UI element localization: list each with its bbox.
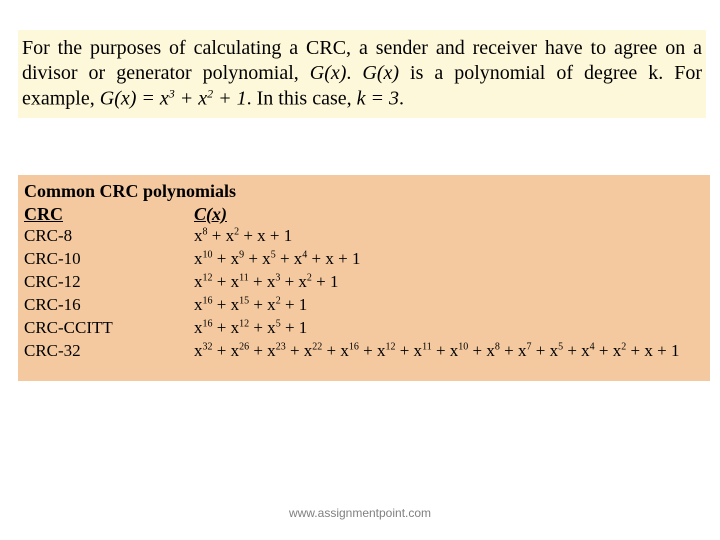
crc-name: CRC-12 <box>24 271 194 294</box>
crc-polynomial: x16 + x15 + x2 + 1 <box>194 294 307 317</box>
crc-table: Common CRC polynomials CRC C(x) CRC-8x8 … <box>18 175 710 381</box>
intro-gx1: G(x) <box>310 62 347 84</box>
intro-t6: . In this case, <box>247 88 357 110</box>
intro-t5: + 1 <box>213 88 247 110</box>
table-row: CRC-10x10 + x9 + x5 + x4 + x + 1 <box>24 248 704 271</box>
crc-name: CRC-32 <box>24 340 194 363</box>
table-body: CRC-8x8 + x2 + x + 1CRC-10x10 + x9 + x5 … <box>24 225 704 363</box>
crc-name: CRC-8 <box>24 225 194 248</box>
crc-name: CRC-10 <box>24 248 194 271</box>
table-row: CRC-32x32 + x26 + x23 + x22 + x16 + x12 … <box>24 340 704 363</box>
intro-gx3: G(x) = x <box>100 88 169 110</box>
intro-t7: . <box>399 88 404 110</box>
table-row: CRC-12x12 + x11 + x3 + x2 + 1 <box>24 271 704 294</box>
intro-t2: . <box>346 62 362 84</box>
header-crc: CRC <box>24 204 194 225</box>
table-title: Common CRC polynomials <box>24 181 704 202</box>
crc-polynomial: x10 + x9 + x5 + x4 + x + 1 <box>194 248 360 271</box>
table-row: CRC-8x8 + x2 + x + 1 <box>24 225 704 248</box>
crc-polynomial: x16 + x12 + x5 + 1 <box>194 317 307 340</box>
intro-t4: + x <box>175 88 207 110</box>
intro-gx2: G(x) <box>362 62 399 84</box>
table-row: CRC-16x16 + x15 + x2 + 1 <box>24 294 704 317</box>
footer-text: www.assignmentpoint.com <box>0 506 720 520</box>
crc-name: CRC-16 <box>24 294 194 317</box>
crc-name: CRC-CCITT <box>24 317 194 340</box>
table-header-row: CRC C(x) <box>24 204 704 225</box>
intro-paragraph: For the purposes of calculating a CRC, a… <box>18 30 706 118</box>
crc-polynomial: x8 + x2 + x + 1 <box>194 225 292 248</box>
crc-polynomial: x12 + x11 + x3 + x2 + 1 <box>194 271 339 294</box>
crc-polynomial: x32 + x26 + x23 + x22 + x16 + x12 + x11 … <box>194 340 679 363</box>
header-cx: C(x) <box>194 204 254 225</box>
table-row: CRC-CCITTx16 + x12 + x5 + 1 <box>24 317 704 340</box>
intro-k: k = 3 <box>357 88 399 110</box>
